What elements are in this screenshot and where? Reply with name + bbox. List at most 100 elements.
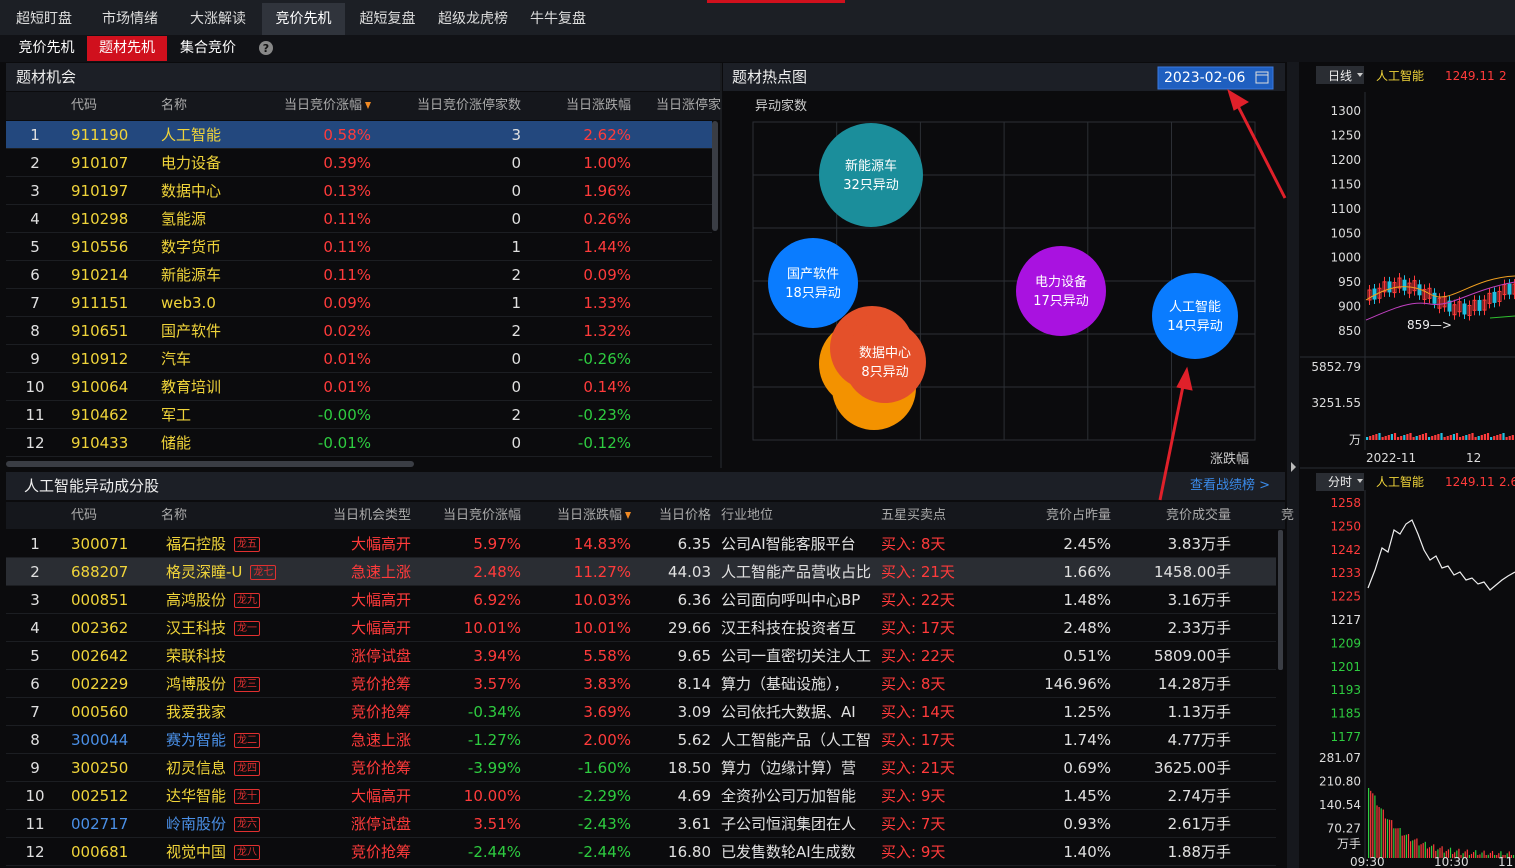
cell-text: 6.35 <box>677 535 711 553</box>
table-row[interactable] <box>6 726 1276 754</box>
cell-text: 4 <box>30 210 40 228</box>
hotmap-title: 题材热点图 <box>732 68 808 86</box>
table-row[interactable] <box>6 261 712 289</box>
nav-tab[interactable]: 竞价先机 <box>262 3 345 35</box>
table-row[interactable] <box>6 289 712 317</box>
nav-tab[interactable]: 大涨解读 <box>190 11 246 27</box>
cell-text: 2.45% <box>1063 535 1111 553</box>
cell-text: 10.00% <box>463 787 521 805</box>
column-header[interactable]: 当日涨跌幅 <box>557 502 631 530</box>
table-row[interactable] <box>6 642 1276 670</box>
table-cell: 000560 <box>71 698 128 726</box>
table-row[interactable] <box>6 782 1276 810</box>
column-header[interactable]: 代码 <box>71 92 97 120</box>
cell-text: 910462 <box>71 406 129 424</box>
table-cell: 1 <box>5 121 65 149</box>
table-row[interactable] <box>6 205 712 233</box>
kline-period-box[interactable] <box>1316 66 1364 84</box>
subnav-tab[interactable]: 竞价先机 <box>18 40 75 56</box>
column-header[interactable]: 当日机会类型 <box>333 502 411 530</box>
candle-body <box>1387 281 1392 293</box>
table-cell: 2.48% <box>1063 614 1111 642</box>
calendar-icon[interactable] <box>1255 71 1269 84</box>
table-row[interactable] <box>6 670 1276 698</box>
nav-tab[interactable]: 超短复盘 <box>359 11 416 27</box>
table-row[interactable] <box>6 754 1276 782</box>
table-cell: 910197 <box>71 177 128 205</box>
nav-tab[interactable]: 超级龙虎榜 <box>438 11 508 27</box>
table-row[interactable] <box>6 586 1276 614</box>
column-header[interactable]: 五星买卖点 <box>881 502 946 530</box>
subnav-tab[interactable]: 集合竞价 <box>180 40 236 56</box>
vol-bar <box>1372 435 1375 440</box>
table-cell: 910107 <box>71 149 128 177</box>
cell-text: 3 <box>30 182 40 200</box>
column-header[interactable]: 竞价占昨量 <box>1046 502 1111 530</box>
table-cell: 911190 <box>71 121 128 149</box>
table-row[interactable] <box>6 317 712 345</box>
vol-bar <box>1475 850 1477 858</box>
candle-body <box>1452 304 1457 316</box>
cell-text: 买入: 8天 <box>881 535 946 553</box>
help-icon[interactable] <box>259 41 273 55</box>
cell-text: 5809.00手 <box>1153 647 1231 665</box>
minute-period-box[interactable] <box>1316 473 1364 491</box>
column-header[interactable]: 竞价成交量 <box>1166 502 1231 530</box>
table-row[interactable] <box>6 177 712 205</box>
cell-text: 1 <box>30 126 40 144</box>
nav-tab[interactable]: 市场情绪 <box>102 11 158 27</box>
table-cell: 910462 <box>71 401 128 429</box>
column-header[interactable]: 当日价格 <box>659 502 711 530</box>
table-row[interactable] <box>6 614 1276 642</box>
candle-body <box>1397 277 1402 289</box>
table-row[interactable] <box>6 401 712 429</box>
table-row[interactable] <box>6 698 1276 726</box>
cell-text: 0 <box>511 378 521 396</box>
nav-tab[interactable]: 超短盯盘 <box>16 11 72 27</box>
nav-tab[interactable]: 牛牛复盘 <box>530 11 586 27</box>
table-row[interactable] <box>6 121 712 149</box>
table-cell: 002362 <box>71 614 128 642</box>
record-link[interactable]: 查看战绩榜 > <box>1190 478 1271 493</box>
cell-text: 人工智能产品营收占比 <box>721 563 872 581</box>
column-header[interactable]: 当日竞价涨幅 <box>284 92 371 120</box>
cell-text: 3625.00手 <box>1153 759 1231 777</box>
cell-text: 4.77万手 <box>1167 731 1231 749</box>
cell-text: 0 <box>511 210 521 228</box>
table-row[interactable] <box>6 810 1276 838</box>
table-row[interactable] <box>6 233 712 261</box>
table-row[interactable] <box>6 558 1276 586</box>
column-header[interactable]: 当日涨停家 <box>656 92 721 120</box>
table-row[interactable] <box>6 838 1276 866</box>
table-cell: 买入: 22天 <box>881 642 955 670</box>
cell-text: 买入: 21天 <box>881 759 955 777</box>
column-header[interactable]: 竞 <box>1281 502 1294 530</box>
table-cell: -2.44% <box>578 838 631 866</box>
table-cell: 5809.00手 <box>1154 642 1231 670</box>
table-cell: 29.66 <box>668 614 711 642</box>
column-header[interactable]: 名称 <box>161 92 187 120</box>
table-row[interactable] <box>6 149 712 177</box>
splitter-arrow[interactable] <box>1291 462 1296 472</box>
cell-text: 000560 <box>71 703 129 721</box>
vol-bar <box>1462 436 1465 440</box>
column-header[interactable]: 行业地位 <box>721 502 773 530</box>
candle-body <box>1412 280 1417 292</box>
table-row[interactable] <box>6 530 1276 558</box>
column-header[interactable]: 当日竞价涨幅 <box>443 502 521 530</box>
candle-body <box>1367 289 1372 301</box>
table-row[interactable] <box>6 373 712 401</box>
table-row[interactable] <box>6 429 712 457</box>
column-header[interactable]: 代码 <box>71 502 97 530</box>
table-row[interactable] <box>6 345 712 373</box>
date-box[interactable] <box>1157 66 1274 90</box>
cell-text: 3 <box>511 126 521 144</box>
y-tick-label: 1150 <box>1330 177 1361 191</box>
subnav-tab[interactable]: 题材先机 <box>87 36 167 61</box>
column-header[interactable]: 名称 <box>161 502 187 530</box>
date-text[interactable]: 2023-02-06 <box>1164 70 1246 86</box>
y-tick-label: 1250 <box>1330 128 1361 142</box>
column-header[interactable]: 当日涨跌幅 <box>566 92 631 120</box>
table-cell: 2.45% <box>1063 530 1111 558</box>
column-header[interactable]: 当日竞价涨停家数 <box>417 92 521 120</box>
